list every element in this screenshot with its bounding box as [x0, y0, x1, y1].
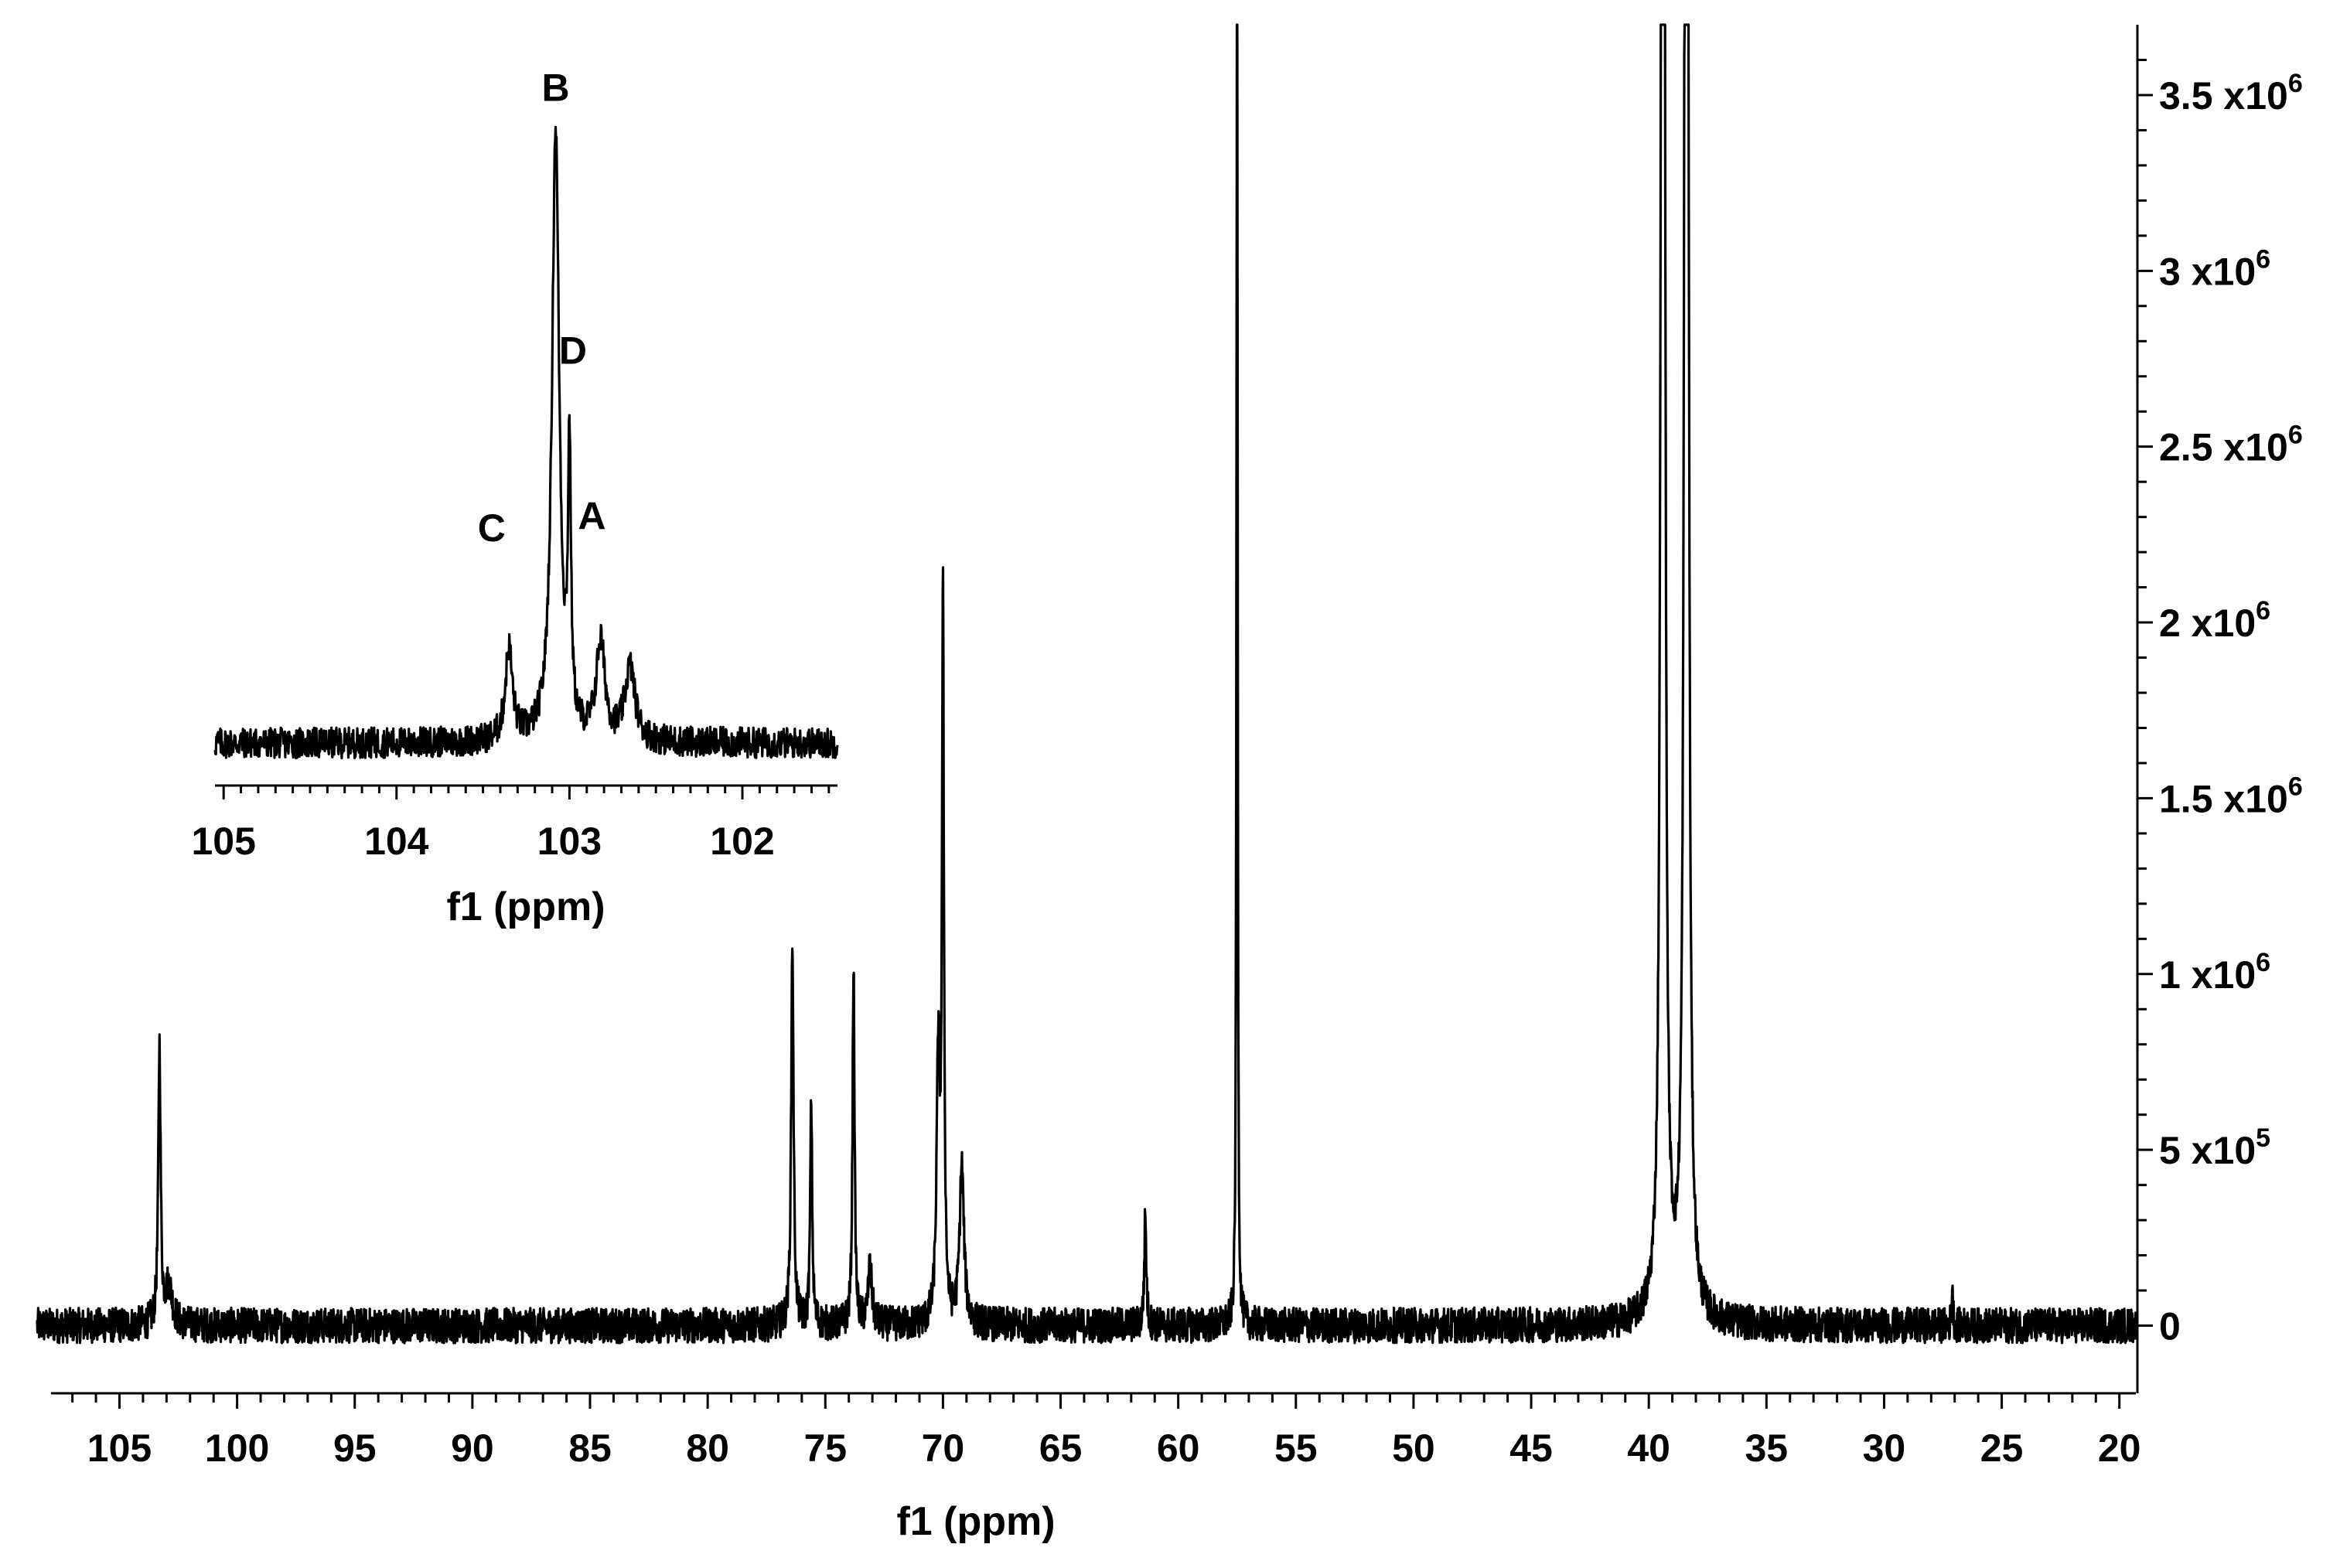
y-tick-label: 1 x106: [2159, 948, 2270, 997]
y-tick-label: 3 x106: [2159, 244, 2270, 293]
inset-x-tick-label: 104: [364, 820, 429, 863]
y-tick-base: 1.5 x10: [2159, 777, 2288, 820]
inset-x-axis-title: f1 (ppm): [446, 885, 605, 929]
inset-spectrum-trace: [213, 125, 839, 760]
y-tick-exponent: 6: [2288, 69, 2303, 98]
x-tick-label: 25: [1980, 1427, 2024, 1470]
y-tick-base: 3 x10: [2159, 250, 2256, 293]
peak-label-d: D: [559, 329, 587, 373]
y-tick-exponent: 6: [2256, 948, 2270, 977]
main-spectrum: 105 100 95 90 85 80 75 70 65 60 55 50 45 40 35 30 25 20f1…: [36, 23, 2303, 1544]
x-tick-label: 90: [451, 1427, 494, 1470]
x-tick-label: 20: [2098, 1427, 2141, 1470]
x-tick-label: 45: [1509, 1427, 1553, 1470]
y-tick-label: 2 x106: [2159, 596, 2270, 645]
x-axis-title: f1 (ppm): [896, 1499, 1055, 1544]
peak-label-b: B: [541, 66, 569, 109]
x-tick-label: 75: [803, 1427, 847, 1470]
x-tick-label: 55: [1274, 1427, 1318, 1470]
y-tick-exponent: 5: [2256, 1123, 2270, 1153]
x-tick-label: 95: [333, 1427, 377, 1470]
x-tick-label: 70: [922, 1427, 965, 1470]
inset-x-tick-label: 102: [710, 820, 774, 863]
x-tick-label: 105: [87, 1427, 152, 1470]
x-tick-label: 80: [686, 1427, 729, 1470]
x-tick-label: 65: [1039, 1427, 1083, 1470]
inset-x-tick-label: 105: [191, 820, 255, 863]
y-tick-base: 3.5 x10: [2159, 74, 2288, 118]
x-tick-label: 30: [1863, 1427, 1906, 1470]
x-tick-label: 85: [568, 1427, 612, 1470]
x-tick-label: 40: [1627, 1427, 1670, 1470]
x-tick-label: 60: [1157, 1427, 1200, 1470]
y-tick-exponent: 6: [2288, 421, 2303, 450]
x-tick-label: 35: [1745, 1427, 1788, 1470]
y-tick-label: 0: [2159, 1305, 2181, 1348]
y-tick-exponent: 6: [2256, 596, 2270, 625]
y-tick-base: 5 x10: [2159, 1129, 2256, 1172]
x-tick-label: 100: [205, 1427, 269, 1470]
y-tick-base: 0: [2159, 1305, 2181, 1348]
y-tick-exponent: 6: [2288, 772, 2303, 801]
y-tick-base: 2 x10: [2159, 602, 2256, 645]
spectrum-trace: [36, 23, 2137, 1345]
peak-label-c: C: [478, 506, 506, 550]
x-tick-label: 50: [1392, 1427, 1435, 1470]
y-tick-exponent: 6: [2256, 244, 2270, 274]
y-tick-base: 2.5 x10: [2159, 426, 2288, 469]
y-tick-base: 1 x10: [2159, 953, 2256, 997]
peak-label-a: A: [578, 494, 605, 537]
inset-x-tick-label: 103: [537, 820, 602, 863]
y-tick-label: 2.5 x106: [2159, 421, 2303, 469]
y-tick-label: 3.5 x106: [2159, 69, 2303, 118]
y-tick-label: 5 x105: [2159, 1123, 2270, 1172]
inset-spectrum: 105 104 103 102 f1 (ppm) B D C A: [191, 66, 839, 929]
y-tick-label: 1.5 x106: [2159, 772, 2303, 820]
